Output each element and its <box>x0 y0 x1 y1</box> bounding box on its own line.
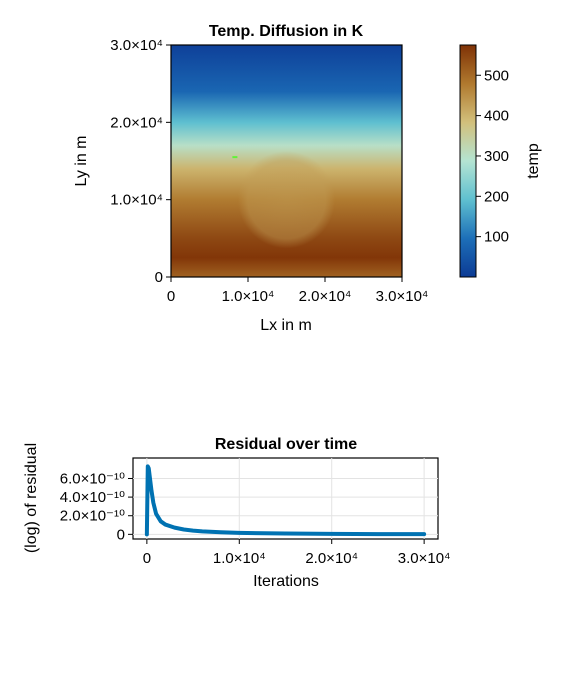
colorbar-ticks: 100 200 300 400 500 <box>476 67 509 246</box>
heatmap-y-tick-label: 3.0×10⁴ <box>110 37 163 54</box>
heatmap-marker <box>232 156 238 159</box>
residual-x-tick-label: 1.0×10⁴ <box>213 550 266 567</box>
residual-x-tick-label: 2.0×10⁴ <box>305 550 358 567</box>
colorbar-tick-label: 300 <box>484 148 509 165</box>
residual-y-ticks: 02.0×10⁻¹⁰ 4.0×10⁻¹⁰ 6.0×10⁻¹⁰ <box>60 470 133 543</box>
colorbar-tick-label: 500 <box>484 67 509 84</box>
residual-y-tick-label: 2.0×10⁻¹⁰ <box>60 508 125 525</box>
heatmap-x-tick-label: 2.0×10⁴ <box>299 288 352 305</box>
heatmap-title: Temp. Diffusion in K <box>209 23 364 40</box>
heatmap-y-tick-label: 2.0×10⁴ <box>110 114 163 131</box>
residual-y-tick-label: 6.0×10⁻¹⁰ <box>60 470 125 487</box>
residual-x-ticks: 0 1.0×10⁴ 2.0×10⁴ 3.0×10⁴ <box>143 539 451 567</box>
residual-series-line <box>144 464 427 537</box>
heatmap-y-tick-label: 0 <box>155 269 163 286</box>
heatmap-y-ticks: 0 1.0×10⁴ 2.0×10⁴ 3.0×10⁴ <box>110 37 171 286</box>
residual-y-tick-label: 0 <box>117 526 125 543</box>
colorbar-tick-label: 100 <box>484 229 509 246</box>
colorbar-frame <box>459 44 477 278</box>
residual-x-tick-label: 3.0×10⁴ <box>398 550 451 567</box>
residual-x-label: Iterations <box>253 573 319 590</box>
heatmap-x-ticks: 0 1.0×10⁴ 2.0×10⁴ 3.0×10⁴ <box>167 277 429 305</box>
heatmap-frame <box>170 44 403 278</box>
colorbar-tick-label: 400 <box>484 108 509 125</box>
heatmap-y-tick-label: 1.0×10⁴ <box>110 192 163 209</box>
heatmap-x-tick-label: 3.0×10⁴ <box>376 288 429 305</box>
heatmap-x-label: Lx in m <box>260 317 312 334</box>
heatmap-x-tick-label: 0 <box>167 288 175 305</box>
heatmap-anomaly <box>237 150 336 249</box>
residual-y-label: (log) of residual <box>23 443 40 553</box>
heatmap-x-tick-label: 1.0×10⁴ <box>222 288 275 305</box>
residual-chart: Residual over time 0 1.0×10⁴ 2.0×10⁴ 3.0×10… <box>23 436 451 590</box>
residual-x-tick-label: 0 <box>143 550 151 567</box>
heatmap-chart: Temp. Diffusion in K 0 1.0×10⁴ 2.0×10⁴ 3.0×… <box>73 23 542 334</box>
residual-title: Residual over time <box>215 436 357 453</box>
residual-y-tick-label: 4.0×10⁻¹⁰ <box>60 489 125 506</box>
colorbar-tick-label: 200 <box>484 188 509 205</box>
colorbar-label: temp <box>525 143 542 179</box>
residual-plot-area <box>132 457 439 540</box>
heatmap-y-label: Ly in m <box>73 136 90 187</box>
colorbar <box>460 45 476 277</box>
